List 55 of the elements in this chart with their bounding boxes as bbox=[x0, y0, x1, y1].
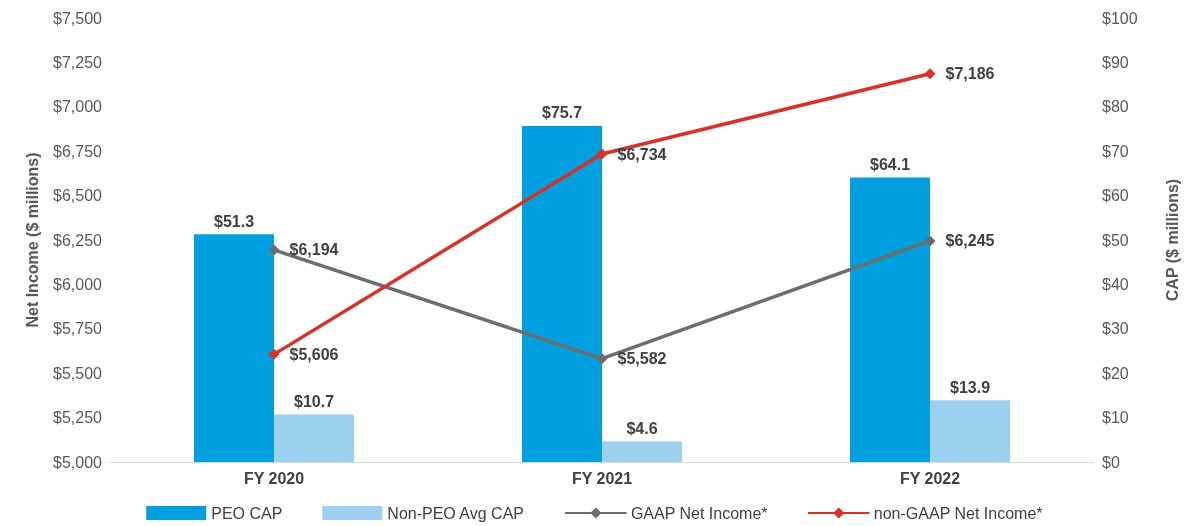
y-tick-label: $6,750 bbox=[53, 142, 103, 160]
y-tick-label: $5,500 bbox=[53, 364, 103, 382]
y2-tick-label: $80 bbox=[1102, 98, 1129, 116]
legend-label: PEO CAP bbox=[211, 504, 283, 522]
y2-tick-label: $70 bbox=[1102, 142, 1129, 160]
bar bbox=[602, 441, 682, 462]
data-label: $13.9 bbox=[949, 378, 991, 396]
data-label: $10.7 bbox=[293, 392, 335, 410]
y-tick-label: $6,250 bbox=[53, 231, 103, 249]
y2-tick-label: $30 bbox=[1102, 320, 1129, 338]
data-label: $6,194 bbox=[289, 241, 339, 259]
y-tick-label: $6,000 bbox=[53, 275, 103, 293]
x-tick-label: FY 2021 bbox=[571, 469, 633, 487]
bar bbox=[194, 234, 274, 462]
bar bbox=[850, 177, 930, 462]
point bbox=[596, 353, 608, 365]
y-tick-label: $7,000 bbox=[53, 98, 103, 116]
point bbox=[268, 244, 280, 256]
y-tick-label: $5,250 bbox=[53, 409, 103, 427]
data-label: $64.1 bbox=[869, 155, 911, 173]
bar bbox=[522, 125, 602, 462]
legend-label: Non-PEO Avg CAP bbox=[387, 504, 524, 522]
data-label: $6,245 bbox=[945, 232, 995, 250]
data-label: $6,734 bbox=[617, 145, 667, 163]
bar bbox=[930, 400, 1010, 462]
data-label: $75.7 bbox=[541, 104, 583, 122]
legend-label: non-GAAP Net Income* bbox=[873, 504, 1043, 522]
point bbox=[924, 235, 936, 247]
point bbox=[268, 348, 280, 360]
x-tick-label: FY 2020 bbox=[243, 469, 305, 487]
y2-tick-label: $100 bbox=[1102, 9, 1138, 27]
y2-tick-label: $60 bbox=[1102, 187, 1129, 205]
y-tick-label: $6,500 bbox=[53, 187, 103, 205]
point bbox=[596, 148, 608, 160]
x-tick-label: FY 2022 bbox=[899, 469, 961, 487]
y-tick-label: $5,000 bbox=[53, 453, 103, 471]
data-label: $5,606 bbox=[289, 345, 339, 363]
data-label: $51.3 bbox=[213, 212, 255, 230]
legend-label: GAAP Net Income* bbox=[630, 504, 768, 522]
y-tick-label: $7,500 bbox=[53, 9, 103, 27]
bar bbox=[274, 414, 354, 462]
data-label: $7,186 bbox=[945, 65, 995, 83]
y2-tick-label: $40 bbox=[1102, 275, 1129, 293]
y2-tick-label: $0 bbox=[1102, 453, 1120, 471]
y2-tick-label: $20 bbox=[1102, 364, 1129, 382]
y2-tick-label: $50 bbox=[1102, 231, 1129, 249]
y2-tick-label: $90 bbox=[1102, 53, 1129, 71]
y-axis-title: Net Income ($ millions) bbox=[23, 152, 41, 328]
data-label: $5,582 bbox=[617, 350, 667, 368]
y2-tick-label: $10 bbox=[1102, 409, 1129, 427]
y-tick-label: $5,750 bbox=[53, 320, 103, 338]
point bbox=[924, 68, 936, 80]
y-tick-label: $7,250 bbox=[53, 53, 103, 71]
data-label: $4.6 bbox=[626, 420, 658, 438]
y2-axis-title: CAP ($ millions) bbox=[1163, 178, 1181, 302]
